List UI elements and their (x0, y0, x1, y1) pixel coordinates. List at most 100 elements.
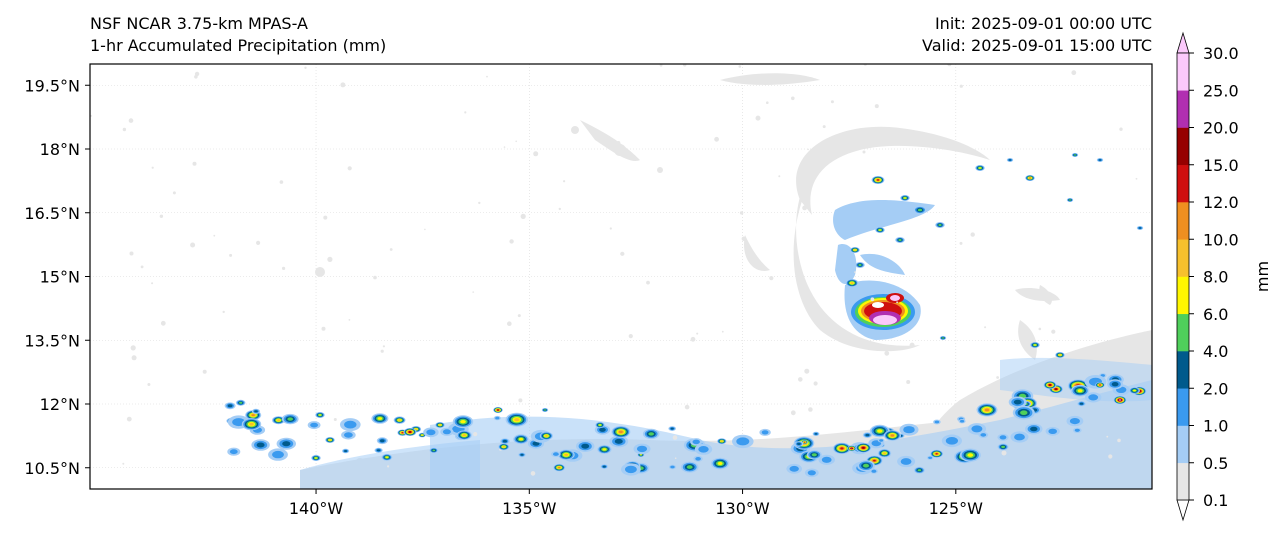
rain-cell (670, 427, 674, 430)
rain-cell (807, 470, 816, 476)
storm-core (851, 293, 915, 330)
longitude-labels: 140°W 135°W 130°W 125°W (289, 489, 983, 518)
rain-cell (1048, 428, 1057, 434)
rain-cell (497, 409, 499, 411)
speck (690, 336, 696, 342)
speck (628, 334, 633, 339)
speck (778, 175, 781, 178)
rain-cell (670, 465, 675, 469)
speck (530, 471, 536, 476)
speck (380, 349, 384, 353)
speck (122, 127, 127, 132)
colorbar-segment (1177, 425, 1189, 464)
rain-cell (935, 453, 938, 455)
speck (1135, 177, 1138, 180)
speck (387, 465, 390, 468)
rain-cell (1001, 445, 1005, 449)
rain-cell (377, 417, 383, 420)
speck (194, 71, 200, 77)
speck (126, 416, 132, 422)
rain-cell (598, 424, 602, 426)
rain-cell (761, 430, 769, 435)
speck (909, 342, 915, 348)
convective-cells (224, 153, 1147, 478)
speck (348, 319, 351, 321)
rain-cell (858, 264, 862, 266)
rain-cell (862, 447, 865, 449)
rain-cell (442, 429, 451, 435)
speck (674, 457, 677, 460)
speck (721, 330, 724, 333)
rain-cell (249, 422, 254, 426)
rain-cell (1079, 402, 1084, 405)
rain-cell (1098, 159, 1102, 161)
speck (970, 232, 975, 237)
rain-cell (344, 450, 348, 452)
speck (1107, 345, 1112, 350)
title-model: NSF NCAR 3.75-km MPAS-A (90, 14, 308, 33)
speck (515, 140, 517, 143)
rain-cell (1020, 410, 1028, 416)
rain-cell (890, 434, 895, 437)
rain-cell (865, 433, 870, 437)
rain-cell (984, 408, 990, 412)
colorbar-segment (1177, 313, 1189, 352)
speck (279, 180, 284, 184)
speck (222, 310, 225, 314)
rain-cell (1029, 177, 1031, 179)
speck (213, 234, 216, 237)
speck (563, 180, 566, 183)
rain-cell (811, 453, 817, 457)
rain-cell (581, 443, 590, 449)
rain-cell (328, 439, 332, 441)
rain-cell (717, 461, 723, 466)
speck (609, 227, 612, 230)
title-valid: Valid: 2025-09-01 15:00 UTC (921, 36, 1152, 55)
colorbar-segment (1177, 53, 1189, 91)
rain-cell (736, 437, 750, 446)
speck (464, 111, 467, 114)
speck (194, 75, 198, 79)
map-title: NSF NCAR 3.75-km MPAS-A 1-hr Accumulated… (90, 13, 386, 57)
colorbar-segment (1177, 388, 1189, 426)
rain-cell (967, 453, 974, 457)
colorbar-label: 10.0 (1203, 230, 1239, 249)
rain-cell (639, 454, 642, 456)
rain-cell (414, 428, 418, 430)
rain-cell (938, 224, 942, 226)
speck (1071, 70, 1077, 76)
speck (151, 166, 154, 169)
speck (147, 383, 151, 386)
rain-cell (873, 459, 876, 462)
colorbar-segment (1177, 202, 1189, 240)
rain-cell (882, 452, 887, 455)
colorbar-label: 15.0 (1203, 156, 1239, 175)
speck (533, 151, 539, 157)
rain-cell (878, 229, 882, 231)
rain-cell (853, 249, 857, 251)
speck (327, 256, 333, 262)
colorbar-label: 20.0 (1203, 119, 1239, 138)
rain-cell (518, 437, 524, 441)
speck (714, 136, 719, 142)
speck (160, 320, 166, 326)
speck (798, 377, 803, 382)
rain-cell (692, 439, 700, 445)
rain-cell (558, 466, 561, 469)
lat-label: 10.5°N (24, 459, 80, 478)
rain-cell (917, 208, 923, 212)
speck (959, 241, 963, 245)
speck (340, 82, 346, 88)
lat-label: 15°N (40, 268, 80, 287)
speck (503, 146, 506, 148)
speck (813, 381, 818, 386)
colorbar-segment (1177, 164, 1189, 203)
lon-label: 135°W (502, 499, 557, 518)
rain-cell (514, 418, 520, 422)
speck (959, 84, 963, 88)
rain-cell (1058, 354, 1062, 356)
rain-cell (695, 457, 701, 461)
rain-cell (879, 439, 884, 442)
lat-label: 18°N (40, 140, 80, 159)
speck (620, 251, 625, 256)
